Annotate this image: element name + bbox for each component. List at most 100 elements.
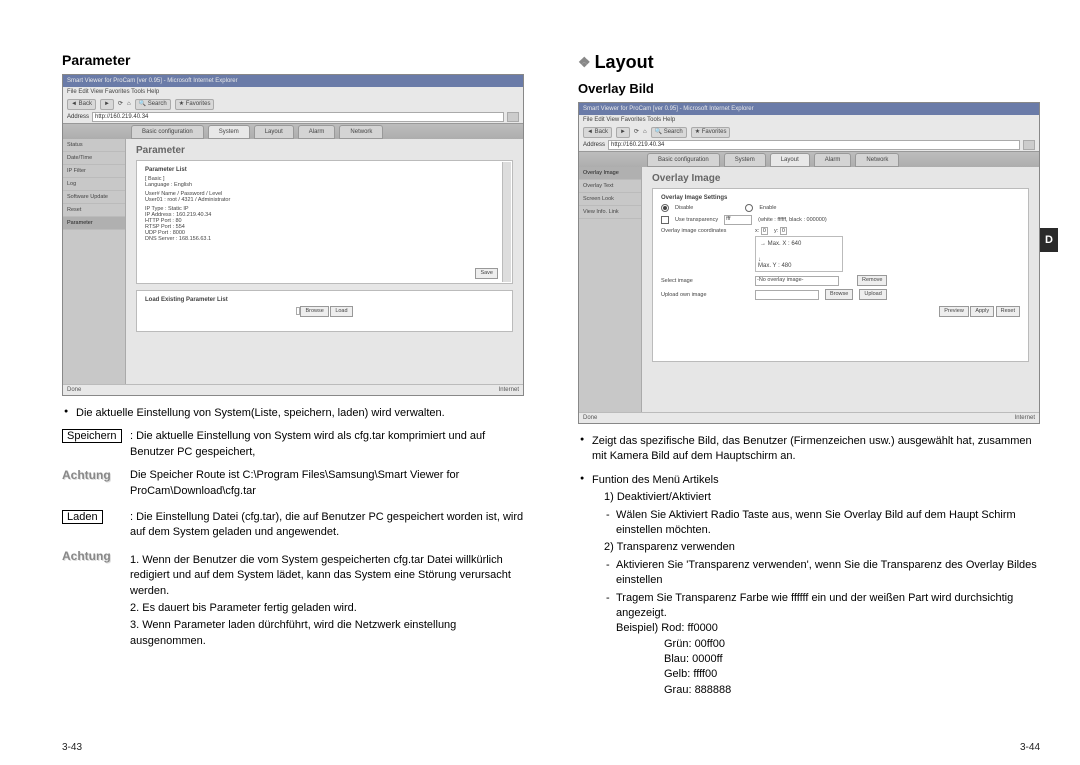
color-gray: Grau: 888888 <box>664 683 1043 698</box>
box2-title: Load Existing Parameter List <box>145 297 504 303</box>
home-icon[interactable]: ⌂ <box>127 97 131 111</box>
tab-basic[interactable]: Basic configuration <box>131 125 204 139</box>
right-bullets: Zeigt das spezifische Bild, das Benutzer… <box>578 434 1043 698</box>
remove-button[interactable]: Remove <box>857 275 887 286</box>
diamond-icon: ❖ <box>578 54 591 70</box>
status-right: Internet <box>499 385 519 395</box>
transparency-label: Use transparency <box>675 217 718 223</box>
achtung2-item2: 2. Es dauert bis Parameter fertig gelade… <box>130 601 527 616</box>
ss-menubar: File Edit View Favorites Tools Help <box>63 87 523 97</box>
select-image-dropdown[interactable]: -No overlay image- <box>755 276 839 286</box>
status-right2: Internet <box>1015 413 1035 423</box>
browse-button[interactable]: Browse <box>300 306 328 317</box>
left-page: Parameter Smart Viewer for ProCam [ver 0… <box>62 52 527 661</box>
transparency-input[interactable]: fff <box>724 215 752 225</box>
preview-button[interactable]: Preview <box>939 306 969 317</box>
upload-file-input[interactable] <box>755 290 819 300</box>
sidebar-item-screenlook[interactable]: Screen Look <box>579 193 641 206</box>
back-button2[interactable]: ◄ Back <box>583 127 612 138</box>
x-label: x: <box>755 228 759 234</box>
favorites-button[interactable]: ★ Favorites <box>175 99 215 110</box>
laden-entry: Laden : Die Einstellung Datei (cfg.tar),… <box>62 510 527 541</box>
status-left2: Done <box>583 413 597 423</box>
go-button2[interactable] <box>1023 140 1035 150</box>
upload-label: Upload own image <box>661 292 749 298</box>
transparency-checkbox[interactable] <box>661 216 669 224</box>
tab-network[interactable]: Network <box>339 125 383 139</box>
x-input[interactable]: 0 <box>761 227 768 235</box>
sidebar-item-overlayimg[interactable]: Overlay Image <box>579 167 641 180</box>
favorites-button2[interactable]: ★ Favorites <box>691 127 731 138</box>
save-button[interactable]: Save <box>475 268 498 279</box>
address-input2[interactable]: http://160.219.40.34 <box>608 140 1020 150</box>
sidebar-item-parameter[interactable]: Parameter <box>63 217 125 230</box>
transparency-hint: (white : ffffff, black : 000000) <box>758 217 827 223</box>
box1-line11: DNS Server : 168.156.63.1 <box>145 236 504 242</box>
browse-button2[interactable]: Browse <box>825 289 853 300</box>
position-diagram: → Max. X : 640 ↓Max. Y : 480 <box>755 236 843 272</box>
tab-basic2[interactable]: Basic configuration <box>647 153 720 167</box>
search-button[interactable]: 🔍 Search <box>135 99 171 110</box>
pageno-left: 3-43 <box>62 742 82 753</box>
go-button[interactable] <box>507 112 519 122</box>
tab-alarm2[interactable]: Alarm <box>814 153 852 167</box>
fwd-button[interactable]: ► <box>100 99 114 110</box>
home-icon2[interactable]: ⌂ <box>643 125 647 139</box>
tab-alarm[interactable]: Alarm <box>298 125 336 139</box>
select-label: Select image <box>661 278 749 284</box>
tab-layout[interactable]: Layout <box>254 125 294 139</box>
ss2-titlebar: Smart Viewer for ProCam [ver 0.95] - Mic… <box>579 103 1039 115</box>
panel-title: Parameter <box>136 145 513 156</box>
search-button2[interactable]: 🔍 Search <box>651 127 687 138</box>
sidebar-item-viewinfo[interactable]: View Info. Link <box>579 206 641 219</box>
box-title2: Overlay Image Settings <box>661 195 1020 201</box>
coord-label: Overlay image coordinates <box>661 228 749 234</box>
sidebar-item-reset[interactable]: Reset <box>63 204 125 217</box>
right-heading-sub: Overlay Bild <box>578 81 1043 96</box>
load-button[interactable]: Load <box>330 306 352 317</box>
sidebar-item-log[interactable]: Log <box>63 178 125 191</box>
status-left: Done <box>67 385 81 395</box>
achtung2-label: Achtung <box>62 549 130 651</box>
fwd-button2[interactable]: ► <box>616 127 630 138</box>
apply-button[interactable]: Apply <box>970 306 994 317</box>
sidebar-item-ipfilter[interactable]: IP Filter <box>63 165 125 178</box>
y-input[interactable]: 0 <box>780 227 787 235</box>
disable-radio[interactable] <box>661 204 669 212</box>
sidebar-item-overlaytxt[interactable]: Overlay Text <box>579 180 641 193</box>
right-page: ❖ Layout Overlay Bild Smart Viewer for Pr… <box>578 52 1043 706</box>
sidebar-item-datetime[interactable]: Date/Time <box>63 152 125 165</box>
refresh-icon[interactable]: ⟳ <box>118 97 123 111</box>
tab-layout2[interactable]: Layout <box>770 153 810 167</box>
ss-addressbar: Address http://160.219.40.34 <box>63 111 523 123</box>
achtung2-list: 1. Wenn der Benutzer die vom System gesp… <box>130 553 527 649</box>
speichern-text: : Die aktuelle Einstellung von System wi… <box>130 429 527 460</box>
n2-dash1: Aktivieren Sie 'Transparenz verwenden', … <box>604 558 1043 589</box>
ss2-addressbar: Address http://160.219.40.34 <box>579 139 1039 151</box>
address-input[interactable]: http://160.219.40.34 <box>92 112 504 122</box>
color-yellow: Gelb: ffff00 <box>664 667 1043 682</box>
tab-network2[interactable]: Network <box>855 153 899 167</box>
upload-button[interactable]: Upload <box>859 289 886 300</box>
refresh-icon2[interactable]: ⟳ <box>634 125 639 139</box>
y-label: y: <box>774 228 778 234</box>
enable-radio[interactable] <box>745 204 753 212</box>
back-button[interactable]: ◄ Back <box>67 99 96 110</box>
scrollbar[interactable] <box>502 162 511 282</box>
ss2-menubar: File Edit View Favorites Tools Help <box>579 115 1039 125</box>
load-box: Load Existing Parameter List Browse Load <box>136 290 513 332</box>
sidebar-item-status[interactable]: Status <box>63 139 125 152</box>
ss-toolbar: ◄ Back ► ⟳ ⌂ 🔍 Search ★ Favorites <box>63 97 523 111</box>
tab-system[interactable]: System <box>208 125 250 139</box>
tab-system2[interactable]: System <box>724 153 766 167</box>
left-sidebar: Status Date/Time IP Filter Log Software … <box>63 139 126 385</box>
ss2-toolbar: ◄ Back ► ⟳ ⌂ 🔍 Search ★ Favorites <box>579 125 1039 139</box>
sidebar-item-swupdate[interactable]: Software Update <box>63 191 125 204</box>
achtung1-label: Achtung <box>62 468 130 500</box>
color-green: Grün: 00ff00 <box>664 637 1043 652</box>
n2-dash2: Tragem Sie Transparenz Farbe wie ffffff … <box>604 591 1043 699</box>
statusbar2: Done Internet <box>579 412 1039 423</box>
reset-button[interactable]: Reset <box>996 306 1020 317</box>
address-label: Address <box>67 114 89 120</box>
left-bullet1: Die aktuelle Einstellung von System(List… <box>62 406 527 421</box>
